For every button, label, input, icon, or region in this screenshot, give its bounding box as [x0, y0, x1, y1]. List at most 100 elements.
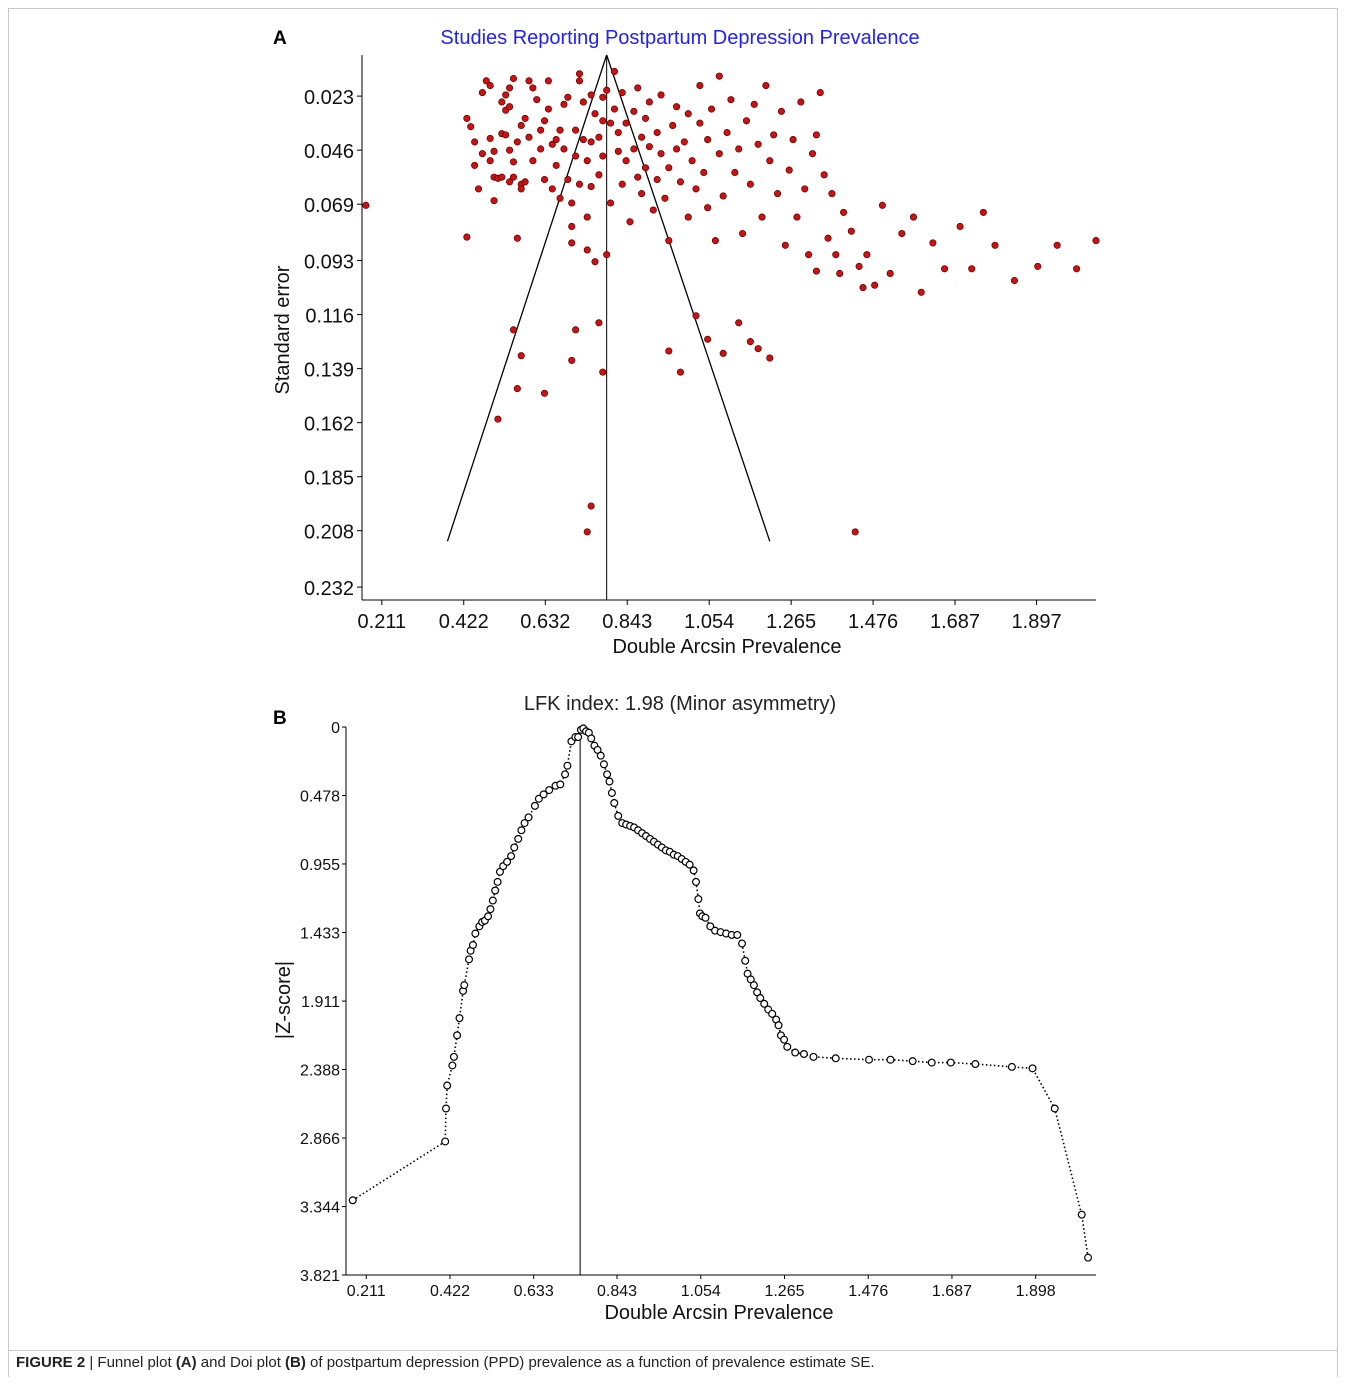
y-tick-label: 3.821	[300, 1268, 340, 1285]
data-point	[756, 994, 765, 1003]
caption-bar	[9, 1350, 1337, 1377]
data-point	[568, 199, 576, 207]
data-point	[486, 81, 494, 90]
data-point	[1084, 1253, 1093, 1262]
data-point	[898, 229, 906, 238]
data-point	[579, 136, 587, 144]
data-point	[605, 777, 614, 786]
data-point	[750, 100, 758, 108]
data-point	[1010, 276, 1018, 285]
data-point	[537, 126, 545, 134]
data-point	[509, 326, 518, 334]
data-point	[661, 194, 669, 202]
data-point	[478, 89, 486, 97]
data-point	[908, 1057, 917, 1066]
data-point	[560, 145, 568, 153]
data-point	[886, 1055, 895, 1064]
data-point	[563, 761, 572, 770]
data-point	[560, 100, 568, 108]
panel-label: A	[273, 28, 287, 49]
data-point	[525, 133, 533, 141]
data-point	[502, 131, 510, 139]
data-point	[831, 1054, 840, 1063]
data-point	[348, 1196, 357, 1205]
data-point	[513, 385, 521, 393]
data-point	[785, 166, 793, 174]
data-point	[507, 852, 516, 861]
data-point	[694, 895, 703, 904]
data-point	[471, 138, 479, 146]
data-point	[471, 161, 479, 169]
data-point	[791, 1048, 800, 1057]
data-point	[808, 150, 817, 158]
data-point	[540, 175, 549, 184]
data-point	[828, 190, 836, 198]
x-tick-label: 1.687	[930, 611, 980, 633]
data-point	[587, 734, 596, 743]
data-point	[539, 790, 548, 799]
data-point	[1053, 241, 1061, 249]
data-point	[583, 213, 591, 221]
y-tick-label: 0.162	[304, 414, 354, 436]
data-point	[465, 955, 474, 964]
data-point	[575, 180, 584, 188]
data-point	[517, 352, 525, 360]
y-tick-label: 0.232	[304, 578, 354, 600]
data-point	[618, 89, 626, 97]
data-point	[665, 237, 673, 245]
figure-caption: FIGURE 2 | Funnel plot (A) and Doi plot …	[16, 1354, 875, 1371]
data-point	[564, 175, 572, 184]
data-point	[688, 157, 696, 165]
data-point	[760, 999, 769, 1008]
data-point	[548, 185, 556, 193]
data-point	[701, 913, 710, 922]
funnel-left-line	[446, 54, 608, 542]
data-point	[991, 241, 999, 249]
data-point	[561, 770, 570, 779]
data-point	[746, 180, 754, 188]
data-point	[514, 834, 523, 843]
data-point	[442, 1104, 451, 1113]
data-point	[614, 128, 622, 137]
y-tick-label: 0.208	[304, 522, 354, 544]
data-point	[689, 866, 698, 875]
data-point	[537, 145, 545, 153]
data-point	[735, 319, 743, 327]
data-point	[797, 98, 805, 106]
data-point	[556, 194, 564, 202]
data-point	[630, 107, 638, 115]
data-point	[607, 199, 615, 207]
data-point	[799, 1049, 808, 1058]
caption-part-bold: (A)	[175, 1354, 197, 1371]
data-point	[517, 185, 525, 193]
data-point	[766, 157, 774, 165]
data-point	[774, 1021, 783, 1030]
x-tick-label: 0.632	[520, 611, 570, 633]
data-point	[956, 222, 964, 231]
data-point	[1007, 1062, 1016, 1071]
data-point	[448, 1061, 457, 1070]
data-point	[886, 269, 894, 278]
data-point	[463, 114, 471, 122]
data-point	[607, 788, 616, 797]
y-tick-label: 0.955	[300, 857, 340, 874]
data-point	[727, 96, 735, 104]
data-point	[773, 190, 782, 198]
data-point	[460, 981, 469, 990]
data-point	[614, 147, 622, 155]
data-point	[548, 140, 556, 148]
data-point	[746, 338, 754, 346]
data-point	[595, 133, 603, 141]
y-tick-label: 0.023	[304, 87, 354, 109]
data-point	[704, 335, 712, 343]
data-point	[575, 70, 584, 78]
data-point	[968, 265, 976, 273]
data-point	[622, 157, 630, 165]
data-point	[525, 77, 533, 85]
data-point	[510, 843, 519, 852]
data-point	[524, 813, 533, 822]
data-point	[482, 77, 490, 85]
data-point	[506, 146, 514, 154]
y-tick-label: 0.069	[304, 195, 354, 217]
data-point	[622, 119, 630, 127]
